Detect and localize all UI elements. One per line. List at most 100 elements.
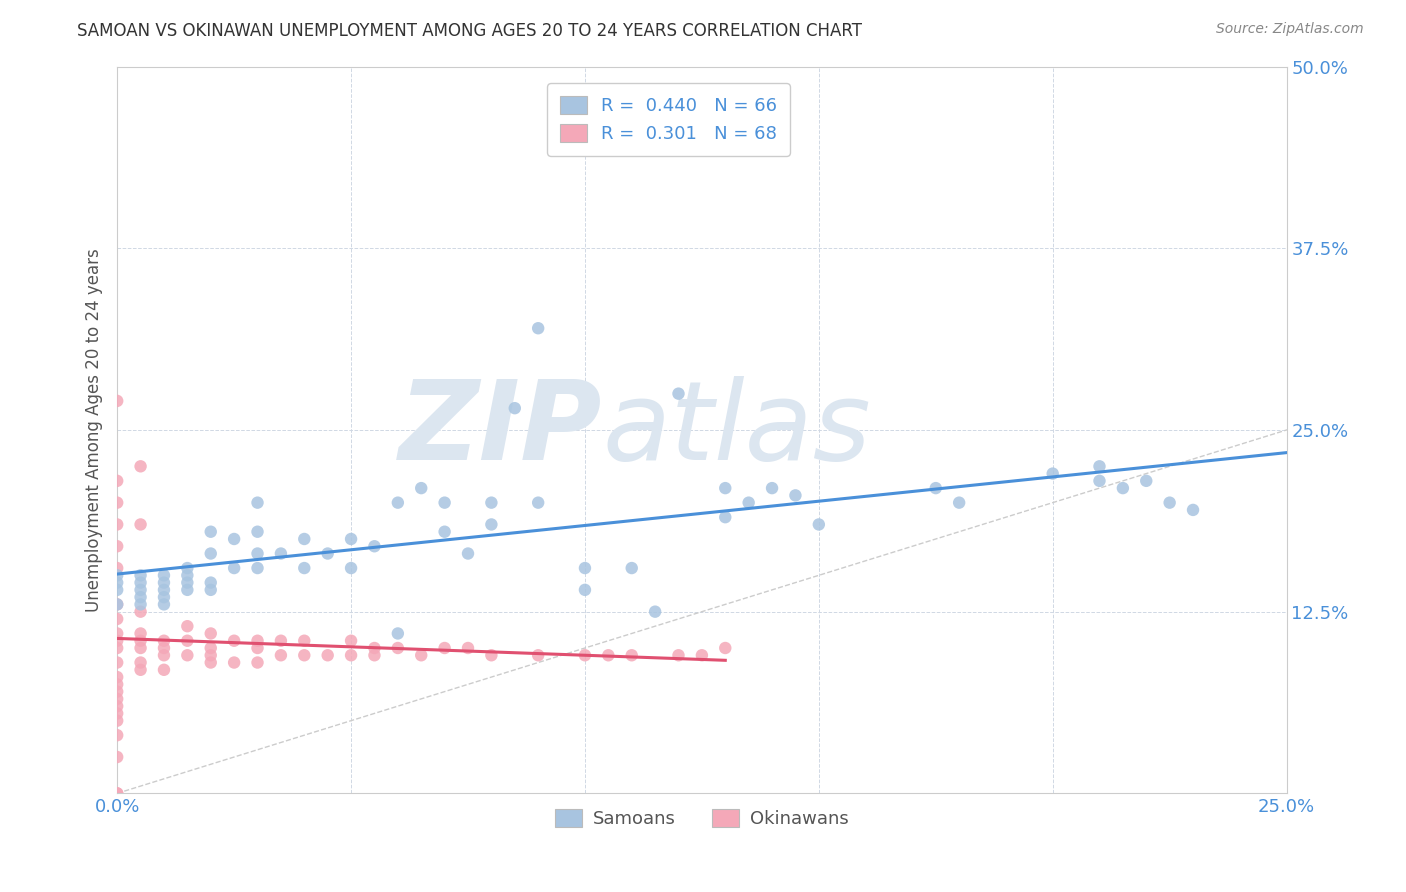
Point: [574, 648, 596, 663]
Point: [200, 626, 222, 640]
Point: [105, 684, 128, 698]
Point: [1088, 474, 1111, 488]
Point: [129, 582, 152, 597]
Point: [153, 582, 176, 597]
Point: [200, 582, 222, 597]
Point: [246, 633, 269, 648]
Point: [105, 598, 128, 612]
Point: [457, 640, 479, 655]
Point: [479, 648, 502, 663]
Point: [105, 670, 128, 684]
Point: [411, 648, 433, 663]
Point: [176, 575, 198, 590]
Point: [105, 539, 128, 553]
Point: [105, 714, 128, 728]
Point: [574, 561, 596, 575]
Point: [270, 547, 292, 561]
Point: [176, 568, 198, 582]
Point: [340, 561, 363, 575]
Point: [105, 786, 128, 800]
Point: [644, 605, 666, 619]
Point: [105, 633, 128, 648]
Point: [129, 517, 152, 532]
Point: [105, 699, 128, 714]
Point: [411, 481, 433, 495]
Point: [1088, 459, 1111, 474]
Point: [129, 590, 152, 604]
Point: [1135, 474, 1157, 488]
Point: [129, 656, 152, 670]
Point: [270, 633, 292, 648]
Point: [129, 598, 152, 612]
Point: [246, 547, 269, 561]
Point: [340, 532, 363, 546]
Point: [176, 648, 198, 663]
Point: [527, 321, 550, 335]
Point: [246, 656, 269, 670]
Point: [363, 640, 385, 655]
Legend: Samoans, Okinawans: Samoans, Okinawans: [548, 801, 856, 835]
Point: [105, 640, 128, 655]
Point: [105, 786, 128, 800]
Point: [105, 691, 128, 706]
Point: [785, 488, 807, 502]
Point: [200, 656, 222, 670]
Point: [620, 561, 643, 575]
Point: [1042, 467, 1064, 481]
Point: [105, 656, 128, 670]
Point: [387, 640, 409, 655]
Point: [105, 750, 128, 764]
Point: [129, 575, 152, 590]
Point: [433, 640, 456, 655]
Point: [200, 648, 222, 663]
Point: [668, 386, 690, 401]
Point: [620, 648, 643, 663]
Point: [224, 532, 246, 546]
Point: [129, 605, 152, 619]
Point: [129, 633, 152, 648]
Point: [246, 561, 269, 575]
Point: [340, 633, 363, 648]
Point: [105, 474, 128, 488]
Point: [105, 612, 128, 626]
Point: [316, 648, 339, 663]
Point: [105, 496, 128, 510]
Point: [433, 524, 456, 539]
Text: Source: ZipAtlas.com: Source: ZipAtlas.com: [1216, 22, 1364, 37]
Point: [503, 401, 526, 416]
Point: [363, 648, 385, 663]
Point: [153, 568, 176, 582]
Point: [527, 648, 550, 663]
Point: [153, 590, 176, 604]
Point: [270, 648, 292, 663]
Point: [246, 524, 269, 539]
Text: SAMOAN VS OKINAWAN UNEMPLOYMENT AMONG AGES 20 TO 24 YEARS CORRELATION CHART: SAMOAN VS OKINAWAN UNEMPLOYMENT AMONG AG…: [77, 22, 862, 40]
Point: [714, 481, 737, 495]
Point: [105, 626, 128, 640]
Point: [129, 663, 152, 677]
Point: [737, 496, 759, 510]
Point: [200, 575, 222, 590]
Point: [292, 561, 315, 575]
Point: [292, 633, 315, 648]
Point: [153, 598, 176, 612]
Point: [176, 619, 198, 633]
Point: [105, 706, 128, 721]
Point: [153, 575, 176, 590]
Point: [105, 677, 128, 691]
Point: [153, 663, 176, 677]
Point: [105, 517, 128, 532]
Point: [129, 640, 152, 655]
Point: [105, 728, 128, 742]
Point: [246, 496, 269, 510]
Point: [387, 496, 409, 510]
Point: [200, 640, 222, 655]
Point: [129, 568, 152, 582]
Point: [1182, 503, 1205, 517]
Text: atlas: atlas: [603, 376, 872, 483]
Point: [105, 575, 128, 590]
Point: [176, 561, 198, 575]
Y-axis label: Unemployment Among Ages 20 to 24 years: Unemployment Among Ages 20 to 24 years: [86, 248, 103, 612]
Text: ZIP: ZIP: [399, 376, 603, 483]
Point: [105, 393, 128, 408]
